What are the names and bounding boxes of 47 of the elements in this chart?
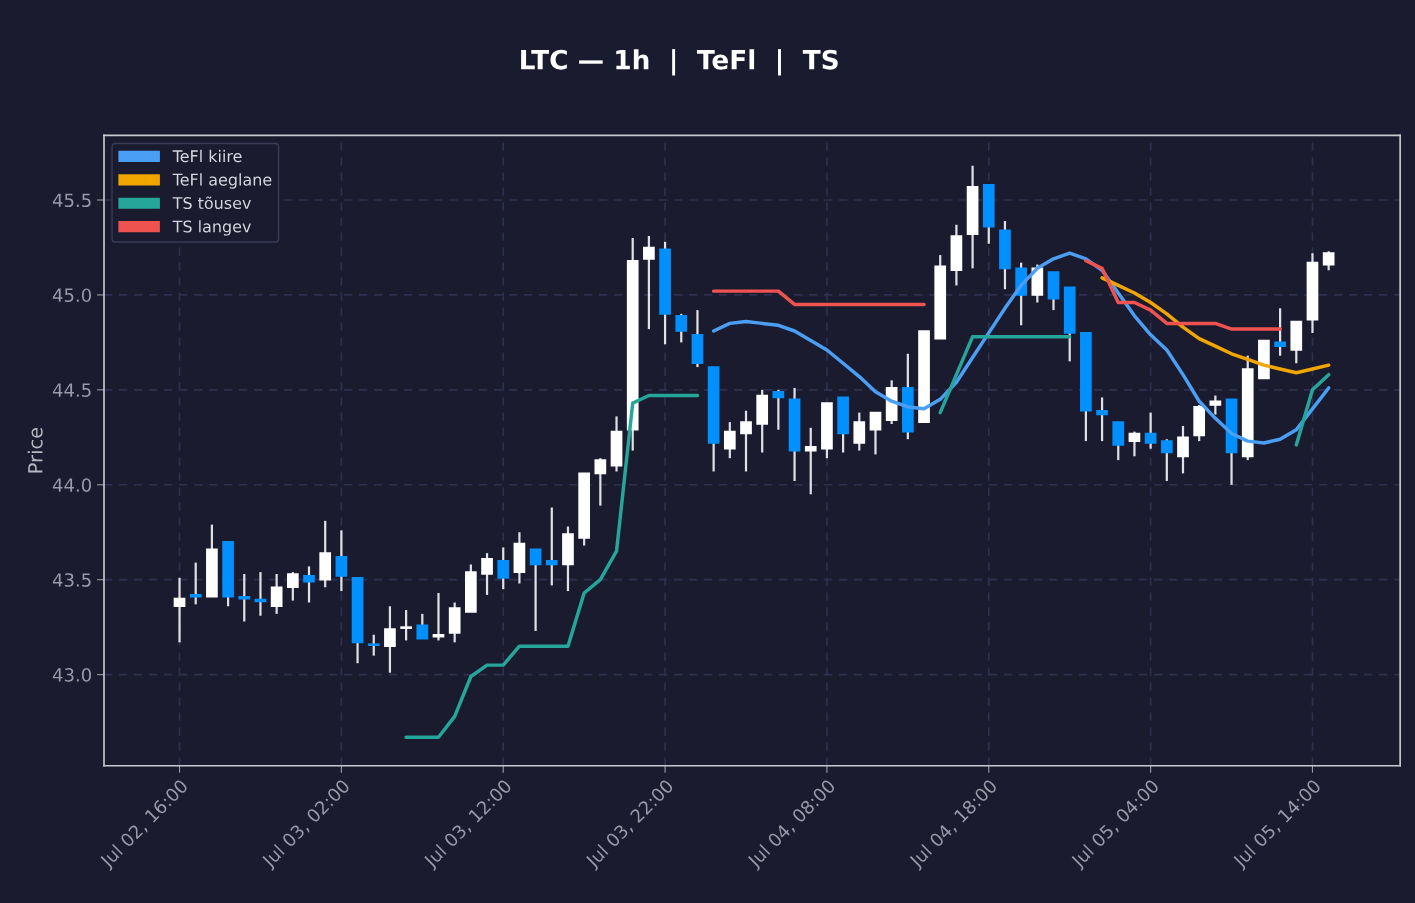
candlestick bbox=[772, 388, 785, 431]
candlestick bbox=[1160, 438, 1173, 483]
candlestick bbox=[1128, 430, 1141, 458]
line-series bbox=[1100, 276, 1331, 375]
candlestick bbox=[1177, 424, 1189, 475]
candlestick bbox=[173, 576, 186, 644]
candlestick bbox=[1274, 307, 1286, 357]
candlestick bbox=[384, 605, 396, 674]
candlestick bbox=[481, 552, 493, 596]
candlestick bbox=[740, 409, 752, 473]
candlestick bbox=[1322, 250, 1335, 272]
candlestick bbox=[270, 572, 283, 615]
y-tick-label: 45.5 bbox=[52, 193, 91, 208]
candlestick bbox=[594, 457, 607, 507]
candlestick bbox=[675, 312, 688, 344]
y-axis-title: Price bbox=[27, 427, 43, 473]
y-tick-label: 43.0 bbox=[52, 668, 91, 682]
candlestick bbox=[286, 570, 299, 602]
candlestick bbox=[416, 612, 429, 640]
candlestick bbox=[303, 565, 315, 604]
candlestick bbox=[853, 411, 866, 452]
legend-label: TS langev bbox=[172, 220, 251, 236]
candlestick bbox=[367, 633, 380, 657]
legend-label: TS tõusev bbox=[172, 196, 251, 210]
candlestick bbox=[189, 561, 202, 606]
chart-title: LTC — 1h | TeFl | TS bbox=[521, 49, 838, 76]
y-tick-label: 43.5 bbox=[52, 573, 91, 587]
candlestick bbox=[1209, 394, 1222, 416]
y-tick-label: 44.0 bbox=[52, 478, 91, 492]
candlestick bbox=[869, 411, 882, 456]
candlestick bbox=[545, 506, 558, 587]
candlestick bbox=[1144, 411, 1157, 450]
legend-label: TeFl kiire bbox=[172, 149, 242, 163]
y-tick-label: 44.5 bbox=[52, 383, 91, 397]
candlestick bbox=[723, 421, 736, 460]
candlestick bbox=[497, 546, 510, 591]
candlestick bbox=[1112, 421, 1125, 462]
legend-label: TeFl aeglane bbox=[172, 173, 272, 189]
candlestick bbox=[335, 529, 348, 593]
line-series bbox=[711, 251, 1331, 445]
candlestick bbox=[643, 234, 655, 331]
candlestick bbox=[238, 572, 251, 623]
candlestick bbox=[400, 608, 412, 642]
y-tick-label: 45.0 bbox=[52, 288, 91, 303]
candlestick bbox=[529, 548, 542, 633]
candlestick bbox=[1096, 396, 1108, 443]
candlestick bbox=[804, 426, 817, 496]
